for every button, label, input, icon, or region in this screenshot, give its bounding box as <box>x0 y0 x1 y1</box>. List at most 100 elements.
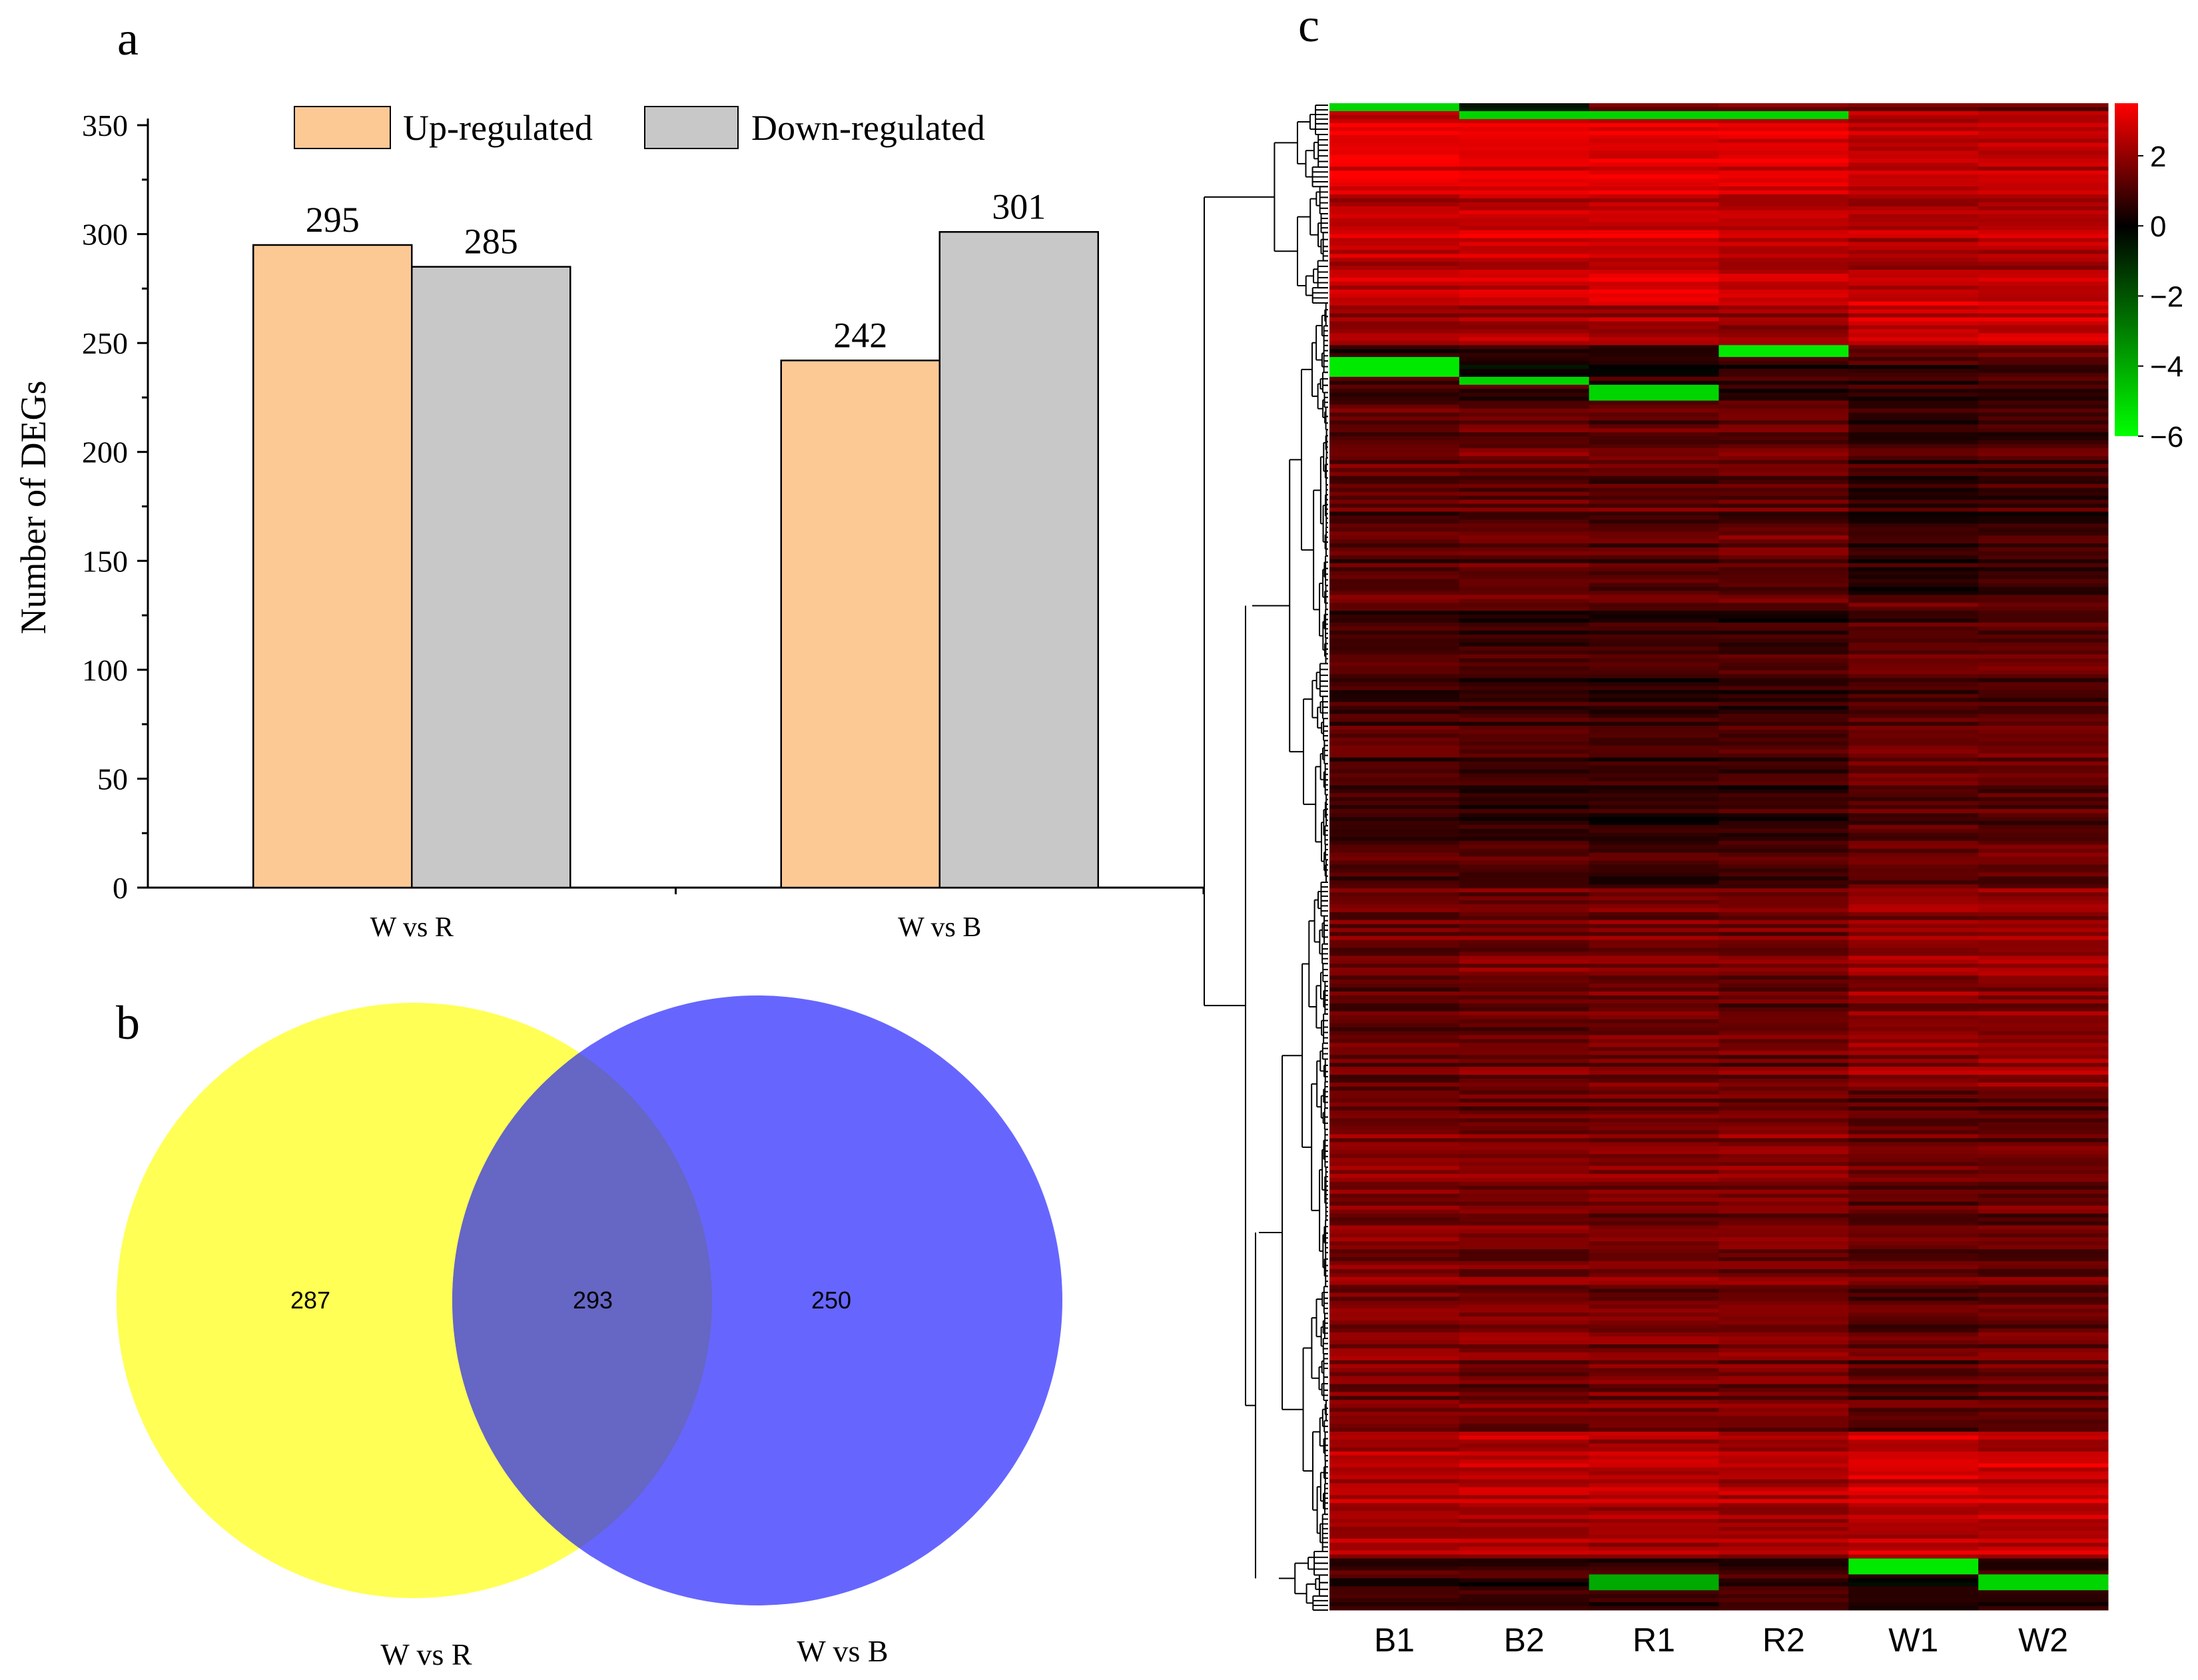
heatmap-cell <box>1589 384 1719 390</box>
heatmap-cell <box>1978 1047 2109 1051</box>
heatmap-cell <box>1459 587 1590 591</box>
heatmap-cell <box>1459 369 1590 374</box>
heatmap-cell <box>1589 1396 1719 1400</box>
heatmap-cell <box>1329 824 1460 830</box>
heatmap-cell <box>1459 1134 1590 1139</box>
heatmap-cell <box>1848 1086 1979 1091</box>
heatmap-cell <box>1718 1154 1849 1159</box>
heatmap-cell <box>1459 745 1590 750</box>
heatmap-cell <box>1848 1542 1979 1547</box>
heatmap-cell <box>1329 1197 1460 1203</box>
heatmap-cell <box>1848 1154 1979 1159</box>
heatmap-cell <box>1589 575 1719 580</box>
heatmap-cell <box>1718 904 1849 909</box>
heatmap-cell <box>1848 293 1979 298</box>
heatmap-cell <box>1329 1213 1460 1218</box>
heatmap-cell <box>1329 349 1460 354</box>
heatmap-cell <box>1848 595 1979 599</box>
heatmap-cell <box>1329 1280 1460 1286</box>
heatmap-cell <box>1718 396 1849 402</box>
heatmap-cell <box>1589 459 1719 465</box>
heatmap-cell <box>1978 1015 2109 1020</box>
heatmap-cell <box>1459 824 1590 830</box>
heatmap-cell <box>1329 1312 1460 1317</box>
heatmap-cell <box>1459 987 1590 992</box>
heatmap-cell <box>1459 856 1590 861</box>
heatmap-cell <box>1848 1368 1979 1373</box>
heatmap-cell <box>1459 892 1590 897</box>
heatmap-cell <box>1329 968 1460 972</box>
heatmap-cell <box>1589 1384 1719 1389</box>
heatmap-cell <box>1978 1193 2109 1199</box>
heatmap-cell <box>1718 1558 1849 1563</box>
heatmap-cell <box>1329 615 1460 619</box>
heatmap-cell <box>1459 293 1590 298</box>
heatmap-cell <box>1718 1435 1849 1440</box>
heatmap-cell <box>1589 412 1719 417</box>
heatmap-cell <box>1978 230 2109 235</box>
heatmap-cell <box>1978 1586 2109 1591</box>
heatmap-cell <box>1329 627 1460 631</box>
heatmap-cell <box>1848 1566 1979 1571</box>
heatmap-cell <box>1978 1471 2109 1476</box>
heatmap-cell <box>1329 737 1460 742</box>
heatmap-cell <box>1459 250 1590 254</box>
heatmap-cell <box>1329 400 1460 406</box>
heatmap-cell <box>1459 150 1590 155</box>
heatmap-cell <box>1589 1110 1719 1115</box>
heatmap-cell <box>1848 781 1979 786</box>
heatmap-cell <box>1459 194 1590 199</box>
heatmap-cell <box>1589 369 1719 374</box>
heatmap-cell <box>1589 150 1719 155</box>
heatmap-cell <box>1718 250 1849 254</box>
heatmap-cell <box>1978 1515 2109 1520</box>
heatmap-cell <box>1978 1550 2109 1555</box>
heatmap-cell <box>1848 1237 1979 1242</box>
heatmap-cell <box>1718 706 1849 710</box>
heatmap-cell <box>1589 1344 1719 1349</box>
heatmap-cell <box>1848 896 1979 901</box>
heatmap-cell <box>1589 1051 1719 1055</box>
heatmap-cell <box>1459 190 1590 195</box>
heatmap-cell <box>1718 1142 1849 1147</box>
heatmap-cell <box>1848 1193 1979 1199</box>
heatmap-cell <box>1718 543 1849 548</box>
heatmap-cell <box>1848 805 1979 810</box>
heatmap-cell <box>1718 1059 1849 1063</box>
heatmap-cell <box>1459 361 1590 366</box>
heatmap-cell <box>1848 1221 1979 1226</box>
heatmap-cell <box>1589 864 1719 869</box>
heatmap-cell <box>1329 1566 1460 1571</box>
heatmap-cell <box>1329 987 1460 992</box>
heatmap-cell <box>1718 487 1849 493</box>
heatmap-cell <box>1718 479 1849 485</box>
heatmap-cell <box>1329 234 1460 238</box>
heatmap-cell <box>1848 436 1979 441</box>
heatmap-cell <box>1589 111 1719 116</box>
heatmap-cell <box>1329 218 1460 223</box>
heatmap-cell <box>1589 511 1719 516</box>
heatmap-cell <box>1589 519 1719 524</box>
heatmap-cell <box>1589 1467 1719 1472</box>
heatmap-cell <box>1718 491 1849 497</box>
heatmap-cell <box>1459 690 1590 695</box>
heatmap-cell <box>1978 1268 2109 1274</box>
heatmap-cell <box>1848 234 1979 238</box>
heatmap-cell <box>1848 1181 1979 1187</box>
heatmap-cell <box>1978 1051 2109 1055</box>
heatmap-cell <box>1978 234 2109 238</box>
heatmap-cell <box>1718 968 1849 972</box>
heatmap-cell <box>1978 174 2109 179</box>
heatmap-cell <box>1718 1503 1849 1508</box>
heatmap-cell <box>1459 1138 1590 1143</box>
heatmap-cell <box>1978 1332 2109 1337</box>
heatmap-cell <box>1718 1181 1849 1187</box>
heatmap-cell <box>1459 820 1590 826</box>
heatmap-cell <box>1848 820 1979 826</box>
heatmap-cell <box>1329 1059 1460 1063</box>
heatmap-cell <box>1848 880 1979 885</box>
heatmap-cell <box>1329 384 1460 390</box>
heatmap-cell <box>1848 1166 1979 1171</box>
heatmap-cell <box>1459 139 1590 144</box>
heatmap-cell <box>1718 1416 1849 1420</box>
